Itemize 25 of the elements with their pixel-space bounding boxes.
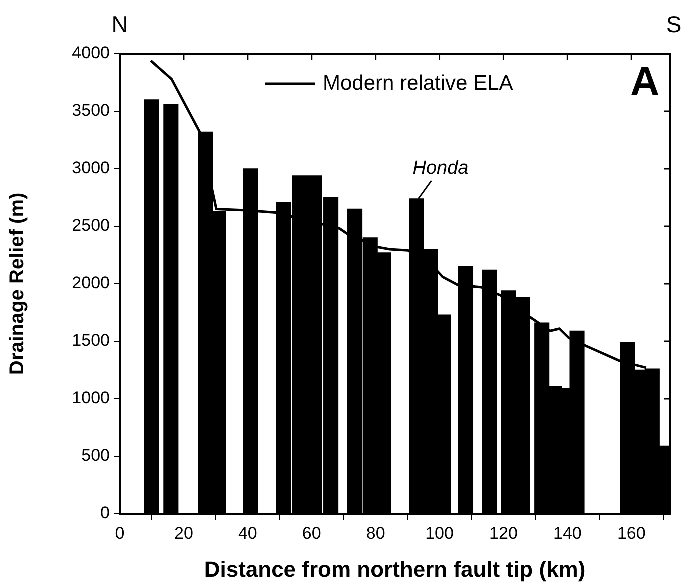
y-tick-label: 3000 [72, 158, 110, 178]
y-tick-label: 4000 [72, 44, 110, 63]
x-tick-label: 0 [115, 524, 125, 543]
text: N [112, 11, 128, 38]
y-tick-label: 2000 [72, 274, 110, 293]
annotation: A [630, 60, 660, 104]
y-axis-title: Drainage Relief (m) [6, 192, 29, 376]
y-tick-label: 3500 [72, 101, 110, 120]
x-tick-label: 60 [302, 524, 322, 543]
x-tick-label: 140 [553, 524, 582, 543]
x-tick-label: 100 [426, 524, 454, 543]
x-tick-label: 120 [490, 524, 518, 543]
x-tick-label: 40 [238, 524, 258, 543]
y-tick-label: 1500 [72, 331, 110, 350]
x-tick-label: 20 [174, 524, 194, 543]
annotation: Honda [412, 158, 469, 180]
x-tick-label: 160 [617, 524, 646, 543]
x-tick-label: 80 [366, 524, 386, 543]
y-tick-label: 500 [82, 446, 110, 466]
y-tick-label: 2500 [72, 216, 110, 236]
text: S [666, 11, 682, 38]
x-axis-title: Distance from northern fault tip (km) [204, 556, 586, 582]
y-tick-label: 1000 [72, 388, 110, 408]
legend-label: Modern relative ELA [323, 72, 514, 95]
y-tick-label: 0 [100, 504, 110, 523]
